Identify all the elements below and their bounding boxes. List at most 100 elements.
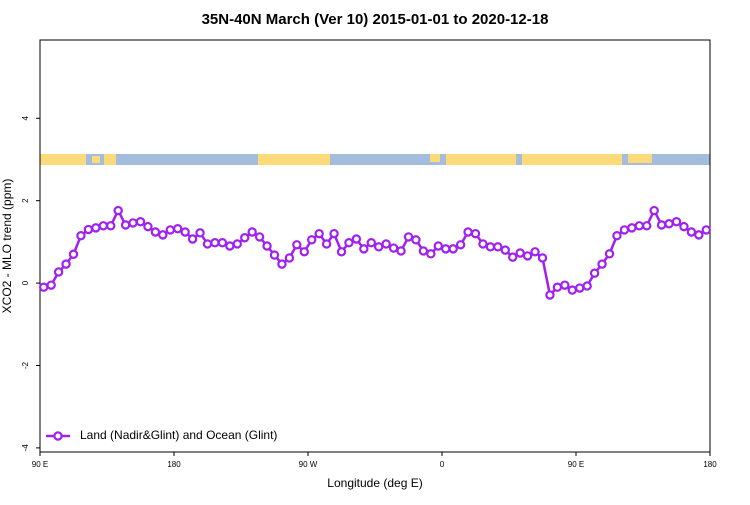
data-point [351,234,362,244]
x-tick-label: 180 [167,460,181,469]
land-band [258,154,330,165]
data-point [344,238,354,248]
land-band [446,154,516,165]
data-point [589,268,600,278]
data-point [545,290,555,300]
land-ocean-strip [40,154,710,165]
data-point [575,283,585,293]
data-point [68,249,79,259]
data-point [314,228,324,239]
data-point [485,242,496,252]
data-point [187,234,198,244]
x-tick-label: 90 E [568,460,584,469]
data-point [113,205,123,216]
data-point [463,227,473,237]
data-point [195,228,205,238]
data-point [240,233,250,243]
data-point [642,221,652,231]
data-point [679,221,689,232]
data-point [433,241,443,251]
x-tick-label: 0 [440,460,445,469]
x-tick-label: 90 W [299,460,318,469]
data-point [217,238,228,248]
data-point [143,221,153,232]
land-band [92,156,100,163]
data-point [411,235,421,245]
data-point [455,240,466,250]
y-tick-label: -2 [21,361,30,369]
y-axis-label: XCO2 - MLO trend (ppm) [0,179,14,314]
data-point [664,219,674,229]
data-point [150,227,161,237]
data-point [515,248,525,258]
data-point [366,238,376,248]
legend-marker [53,431,63,441]
data-point [307,235,317,245]
data-point [76,230,86,241]
x-tick-label: 90 E [32,460,48,469]
data-point [500,245,510,255]
data-point [604,249,615,259]
x-axis-label: Longitude (deg E) [327,476,422,490]
data-point [247,227,257,237]
data-point [686,227,697,237]
data-point [173,223,183,234]
data-point [91,223,101,233]
plot-frame [39,39,711,453]
data-point [426,249,436,259]
data-point [627,223,637,233]
data-point [478,239,488,249]
data-point [396,246,406,256]
ocean-band [40,154,710,165]
data-point [560,280,570,290]
data-point [202,239,213,249]
data-point [493,242,503,252]
data-point [441,244,451,254]
data-point [53,267,64,277]
data-point [694,230,704,240]
data-point [567,285,577,295]
data-point [165,225,175,235]
y-tick-label: -4 [21,444,30,452]
data-point [292,240,302,250]
data-point [106,221,116,231]
data-point [597,259,607,269]
data-point [269,250,280,260]
data-point [329,228,339,239]
y-tick-label: 0 [21,280,30,285]
data-point [671,216,682,227]
data-point [612,230,622,241]
data-point [656,220,667,230]
data-point [388,243,399,253]
data-point [277,259,287,269]
data-point [374,242,384,252]
data-point [225,241,235,251]
data-point [448,244,458,254]
y-tick-label: 4 [21,116,30,121]
data-point [120,220,131,230]
data-point [158,230,168,240]
data-point [649,205,659,216]
data-point [634,221,644,231]
data-point [321,239,332,249]
data-point [232,239,242,249]
data-point [284,253,295,263]
data-point [619,225,630,235]
data-point [522,251,533,261]
x-tick-label: 180 [703,460,717,469]
data-point [262,241,272,251]
data-point [61,259,71,269]
land-band [522,154,622,165]
data-point [180,227,190,237]
legend: Land (Nadir&Glint) and Ocean (Glint) [46,428,277,442]
land-band [430,154,440,162]
land-band [104,154,116,165]
data-point [537,253,548,263]
data-point [83,224,94,235]
data-point [46,280,56,290]
data-point [530,247,540,257]
data-point [135,216,146,227]
data-point [381,239,391,249]
